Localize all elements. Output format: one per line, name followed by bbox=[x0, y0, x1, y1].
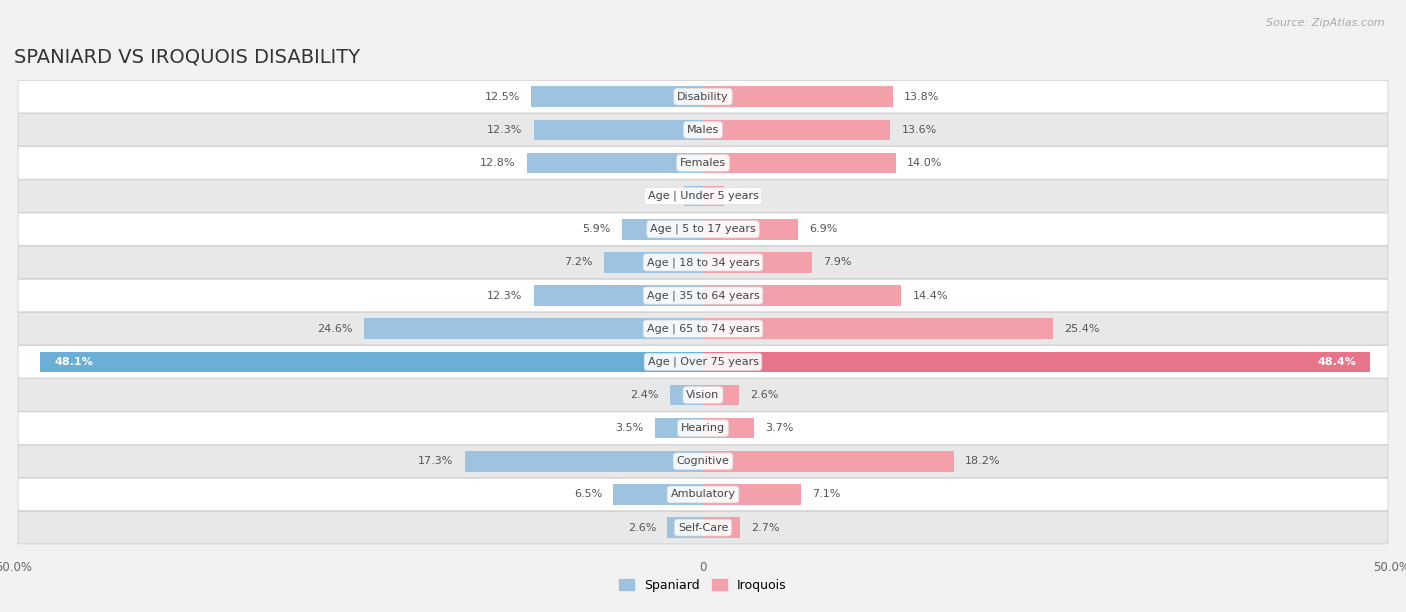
Text: 12.8%: 12.8% bbox=[479, 158, 516, 168]
Text: 3.5%: 3.5% bbox=[616, 423, 644, 433]
Bar bbox=[703, 119, 890, 140]
Text: 48.1%: 48.1% bbox=[53, 357, 93, 367]
Text: 5.9%: 5.9% bbox=[582, 224, 610, 234]
Text: Source: ZipAtlas.com: Source: ZipAtlas.com bbox=[1267, 18, 1385, 28]
Bar bbox=[683, 186, 703, 206]
Text: Hearing: Hearing bbox=[681, 423, 725, 433]
Text: Females: Females bbox=[681, 158, 725, 168]
FancyBboxPatch shape bbox=[18, 512, 1388, 544]
FancyBboxPatch shape bbox=[18, 478, 1388, 510]
Bar bbox=[703, 517, 740, 538]
Text: 7.9%: 7.9% bbox=[823, 258, 852, 267]
Legend: Spaniard, Iroquois: Spaniard, Iroquois bbox=[614, 574, 792, 597]
Text: Age | 5 to 17 years: Age | 5 to 17 years bbox=[650, 224, 756, 234]
Bar bbox=[531, 86, 703, 107]
Bar bbox=[703, 484, 801, 505]
FancyBboxPatch shape bbox=[18, 445, 1388, 477]
Text: Age | 18 to 34 years: Age | 18 to 34 years bbox=[647, 257, 759, 267]
Bar bbox=[703, 152, 896, 173]
Bar bbox=[703, 418, 754, 438]
Text: 2.7%: 2.7% bbox=[751, 523, 780, 532]
Text: Disability: Disability bbox=[678, 92, 728, 102]
FancyBboxPatch shape bbox=[18, 379, 1388, 411]
Text: 25.4%: 25.4% bbox=[1064, 324, 1099, 334]
Text: 7.2%: 7.2% bbox=[564, 258, 593, 267]
FancyBboxPatch shape bbox=[18, 213, 1388, 245]
Bar bbox=[533, 285, 703, 306]
Text: Ambulatory: Ambulatory bbox=[671, 490, 735, 499]
Bar bbox=[669, 385, 703, 405]
Text: Age | 35 to 64 years: Age | 35 to 64 years bbox=[647, 290, 759, 300]
Text: 48.4%: 48.4% bbox=[1317, 357, 1357, 367]
Bar bbox=[655, 418, 703, 438]
Text: Self-Care: Self-Care bbox=[678, 523, 728, 532]
Bar bbox=[703, 385, 738, 405]
Text: 1.4%: 1.4% bbox=[644, 191, 672, 201]
Bar bbox=[41, 351, 703, 372]
Text: Males: Males bbox=[688, 125, 718, 135]
Text: 2.4%: 2.4% bbox=[630, 390, 659, 400]
Bar bbox=[703, 219, 799, 239]
Bar bbox=[703, 318, 1053, 339]
Bar bbox=[364, 318, 703, 339]
FancyBboxPatch shape bbox=[18, 147, 1388, 179]
Text: 12.3%: 12.3% bbox=[486, 125, 523, 135]
Bar bbox=[613, 484, 703, 505]
FancyBboxPatch shape bbox=[18, 180, 1388, 212]
Bar bbox=[668, 517, 703, 538]
Bar bbox=[703, 252, 811, 273]
Text: 1.5%: 1.5% bbox=[735, 191, 763, 201]
Text: 2.6%: 2.6% bbox=[749, 390, 779, 400]
Text: 24.6%: 24.6% bbox=[318, 324, 353, 334]
Bar bbox=[703, 285, 901, 306]
Bar bbox=[703, 351, 1369, 372]
Text: Vision: Vision bbox=[686, 390, 720, 400]
Bar bbox=[703, 186, 724, 206]
Text: Age | Over 75 years: Age | Over 75 years bbox=[648, 357, 758, 367]
Bar bbox=[533, 119, 703, 140]
Text: Cognitive: Cognitive bbox=[676, 457, 730, 466]
FancyBboxPatch shape bbox=[18, 412, 1388, 444]
FancyBboxPatch shape bbox=[18, 80, 1388, 113]
FancyBboxPatch shape bbox=[18, 279, 1388, 312]
Text: 2.6%: 2.6% bbox=[627, 523, 657, 532]
Text: 13.6%: 13.6% bbox=[901, 125, 936, 135]
FancyBboxPatch shape bbox=[18, 114, 1388, 146]
Bar bbox=[703, 86, 893, 107]
Text: 6.9%: 6.9% bbox=[808, 224, 838, 234]
Bar bbox=[464, 451, 703, 472]
Bar bbox=[621, 219, 703, 239]
Text: Age | Under 5 years: Age | Under 5 years bbox=[648, 191, 758, 201]
FancyBboxPatch shape bbox=[18, 313, 1388, 345]
FancyBboxPatch shape bbox=[18, 246, 1388, 278]
Text: 3.7%: 3.7% bbox=[765, 423, 793, 433]
Bar bbox=[527, 152, 703, 173]
Bar bbox=[703, 451, 953, 472]
Text: 6.5%: 6.5% bbox=[574, 490, 602, 499]
Text: 14.0%: 14.0% bbox=[907, 158, 942, 168]
Text: 7.1%: 7.1% bbox=[811, 490, 841, 499]
Text: 13.8%: 13.8% bbox=[904, 92, 939, 102]
Text: Age | 65 to 74 years: Age | 65 to 74 years bbox=[647, 324, 759, 334]
Text: 17.3%: 17.3% bbox=[418, 457, 454, 466]
Bar bbox=[603, 252, 703, 273]
Text: 14.4%: 14.4% bbox=[912, 291, 948, 300]
Text: 12.5%: 12.5% bbox=[484, 92, 520, 102]
Text: 18.2%: 18.2% bbox=[965, 457, 1000, 466]
Text: 12.3%: 12.3% bbox=[486, 291, 523, 300]
Text: SPANIARD VS IROQUOIS DISABILITY: SPANIARD VS IROQUOIS DISABILITY bbox=[14, 48, 360, 67]
FancyBboxPatch shape bbox=[18, 346, 1388, 378]
